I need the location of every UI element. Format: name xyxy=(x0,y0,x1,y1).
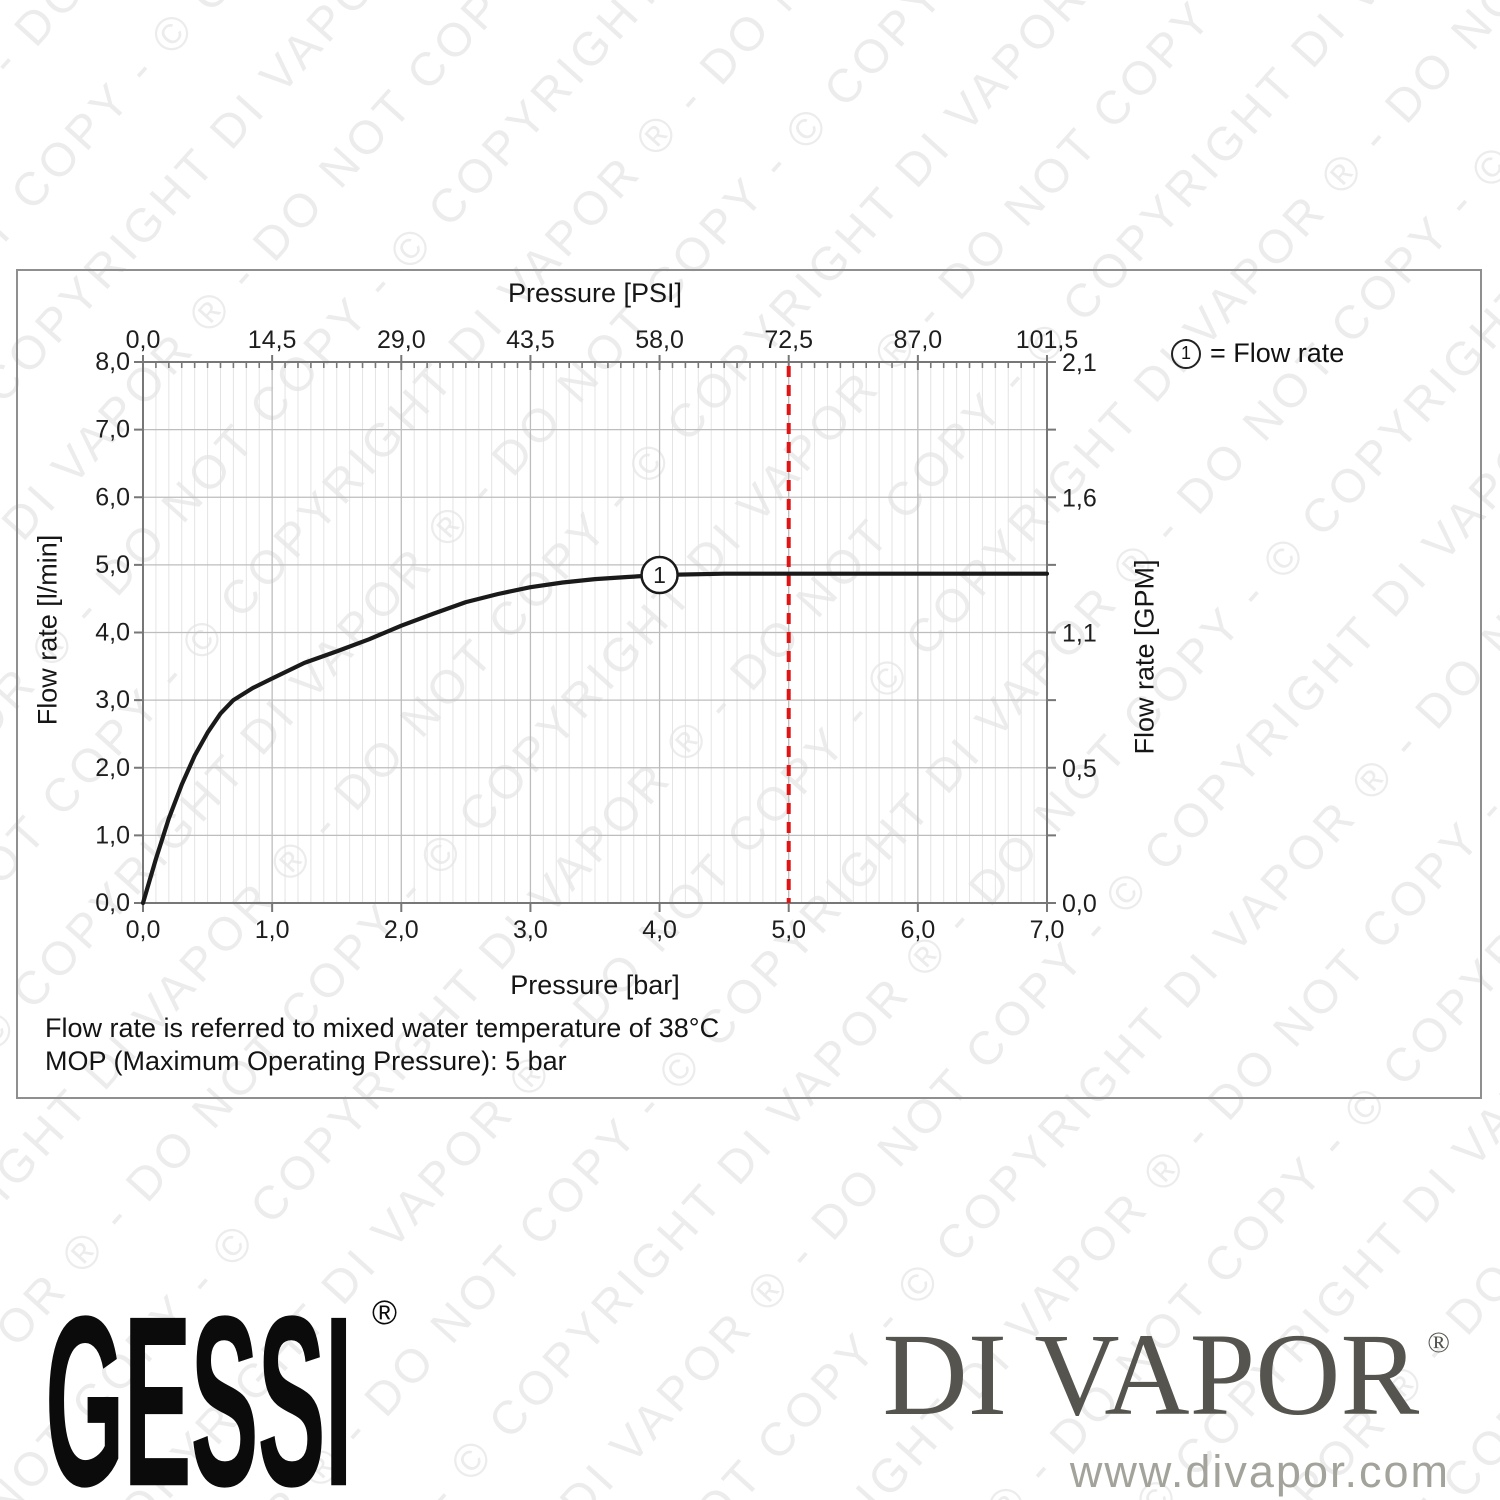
bar-tick-label: 7,0 xyxy=(1030,916,1065,944)
gpm-tick-label: 0,5 xyxy=(1062,755,1097,783)
psi-tick-label: 58,0 xyxy=(635,326,684,354)
legend-label: = Flow rate xyxy=(1210,338,1345,368)
bottom-axis-title: Pressure [bar] xyxy=(510,970,680,1000)
flow-rate-chart: 0,0 14,5 29,0 43,5 58,0 72,5 87,0 101,5 0,0 1,0 2,… xyxy=(95,326,1097,944)
gpm-tick-label: 1,6 xyxy=(1062,484,1097,512)
psi-tick-label: 43,5 xyxy=(506,326,555,354)
lmin-tick-label: 6,0 xyxy=(95,483,130,511)
left-axis-title: Flow rate [l/min] xyxy=(32,534,63,726)
divapor-logo-text: DI VAPOR xyxy=(882,1309,1420,1440)
top-axis-title: Pressure [PSI] xyxy=(507,278,683,308)
lmin-tick-label: 0,0 xyxy=(95,889,130,917)
lmin-tick-label: 2,0 xyxy=(95,754,130,782)
divapor-logo: DI VAPOR ® www.divapor.com xyxy=(883,1316,1450,1498)
psi-tick-label: 0,0 xyxy=(126,326,161,354)
bar-tick-label: 5,0 xyxy=(771,916,806,944)
gpm-tick-label: 2,1 xyxy=(1062,349,1097,377)
divapor-logo-row: DI VAPOR ® xyxy=(883,1316,1450,1434)
gessi-logo: GESSI ® xyxy=(45,1279,524,1500)
gessi-logo-text: GESSI xyxy=(45,1264,353,1500)
flow-rate-marker-icon: 1 xyxy=(1171,338,1201,369)
curve-marker-label: 1 xyxy=(653,562,666,588)
chart-notes: Flow rate is referred to mixed water tem… xyxy=(45,1012,719,1078)
psi-tick-label: 72,5 xyxy=(764,326,813,354)
bar-tick-label: 2,0 xyxy=(384,916,419,944)
legend: 1 = Flow rate xyxy=(1171,338,1344,369)
gpm-tick-label: 1,1 xyxy=(1062,620,1097,648)
note-temperature: Flow rate is referred to mixed water tem… xyxy=(45,1013,720,1043)
bar-tick-label: 6,0 xyxy=(900,916,935,944)
bar-tick-label: 4,0 xyxy=(642,916,677,944)
lmin-tick-label: 3,0 xyxy=(95,686,130,714)
right-axis-title: Flow rate [GPM] xyxy=(1129,559,1160,755)
psi-tick-label: 101,5 xyxy=(1016,326,1079,354)
major-gridlines xyxy=(143,362,1047,903)
bar-tick-label: 3,0 xyxy=(513,916,548,944)
psi-tick-label: 29,0 xyxy=(377,326,426,354)
note-mop: MOP (Maximum Operating Pressure): 5 bar xyxy=(45,1046,567,1076)
lmin-tick-label: 8,0 xyxy=(95,348,130,376)
flow-chart-panel: 0,0 14,5 29,0 43,5 58,0 72,5 87,0 101,5 0,0 1,0 2,… xyxy=(16,269,1482,1099)
curve-marker-circle xyxy=(640,555,679,595)
divapor-registered-icon: ® xyxy=(1427,1326,1450,1359)
psi-tick-label: 14,5 xyxy=(248,326,297,354)
lmin-tick-label: 5,0 xyxy=(95,551,130,579)
divapor-url: www.divapor.com xyxy=(1069,1446,1450,1497)
lmin-tick-label: 7,0 xyxy=(95,416,130,444)
lmin-tick-label: 1,0 xyxy=(95,821,130,849)
psi-tick-label: 87,0 xyxy=(894,326,943,354)
bar-tick-label: 1,0 xyxy=(255,916,290,944)
bar-tick-label: 0,0 xyxy=(126,916,161,944)
gpm-tick-label: 0,0 xyxy=(1062,890,1097,918)
lmin-tick-label: 4,0 xyxy=(95,619,130,647)
gessi-registered-icon: ® xyxy=(372,1294,398,1332)
